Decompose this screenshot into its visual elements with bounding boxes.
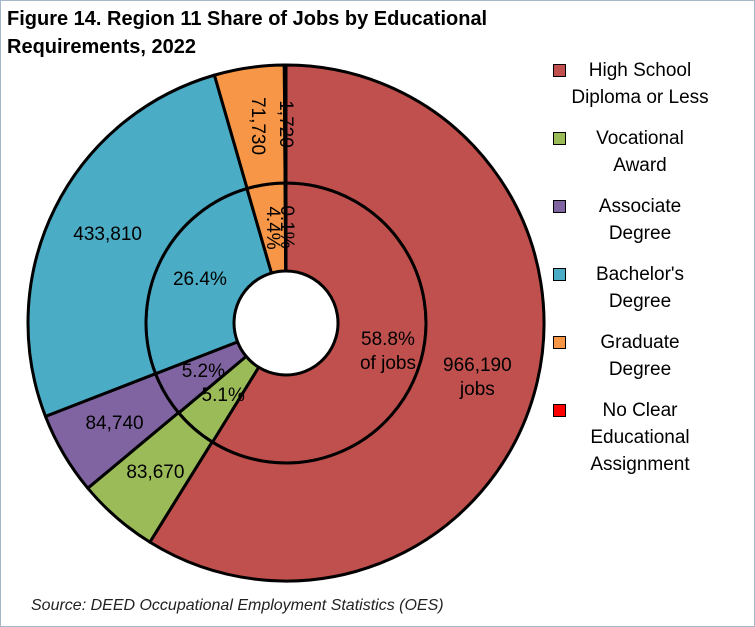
legend-label: Associate Degree: [598, 196, 682, 244]
data-label: 26.4%: [172, 269, 227, 291]
chart-title: Figure 14. Region 11 Share of Jobs by Ed…: [7, 8, 488, 58]
data-label: 58.8% of jobs: [359, 328, 416, 374]
data-label: 1,720: [275, 100, 297, 148]
doughnut-slice: [26, 73, 249, 418]
legend-swatch: [553, 268, 566, 281]
legend-item: Graduate Degree: [553, 329, 753, 383]
data-label: 84,740: [85, 413, 144, 435]
legend-swatch: [553, 132, 566, 145]
legend-label: Bachelor's Degree: [595, 264, 685, 312]
legend-label: No Clear Educational Assignment: [590, 400, 690, 475]
doughnut-slice: [148, 63, 546, 583]
legend-label: Graduate Degree: [600, 332, 680, 380]
legend-swatch: [553, 64, 566, 77]
legend-swatch: [553, 404, 566, 417]
data-label: 71,730: [247, 96, 269, 156]
doughnut-slice: [282, 63, 288, 185]
legend-item: High School Diploma or Less: [553, 57, 753, 111]
legend-item: No Clear Educational Assignment: [553, 397, 753, 478]
data-label: 433,810: [73, 223, 142, 245]
data-label: 83,670: [126, 462, 185, 484]
legend-item: Vocational Award: [553, 125, 753, 179]
data-label: 966,190 jobs: [443, 354, 512, 400]
legend-label: High School Diploma or Less: [571, 60, 709, 108]
legend-item: Associate Degree: [553, 193, 753, 247]
data-label: 0.1%: [275, 205, 297, 249]
legend-swatch: [553, 200, 566, 213]
data-label: 5.2%: [181, 360, 226, 382]
legend-item: Bachelor's Degree: [553, 261, 753, 315]
legend-swatch: [553, 336, 566, 349]
legend: High School Diploma or Less Vocational Aw…: [553, 57, 753, 492]
legend-label: Vocational Award: [596, 128, 684, 176]
source-note: Source: DEED Occupational Employment Sta…: [31, 597, 444, 614]
data-label: 5.1%: [201, 384, 245, 406]
